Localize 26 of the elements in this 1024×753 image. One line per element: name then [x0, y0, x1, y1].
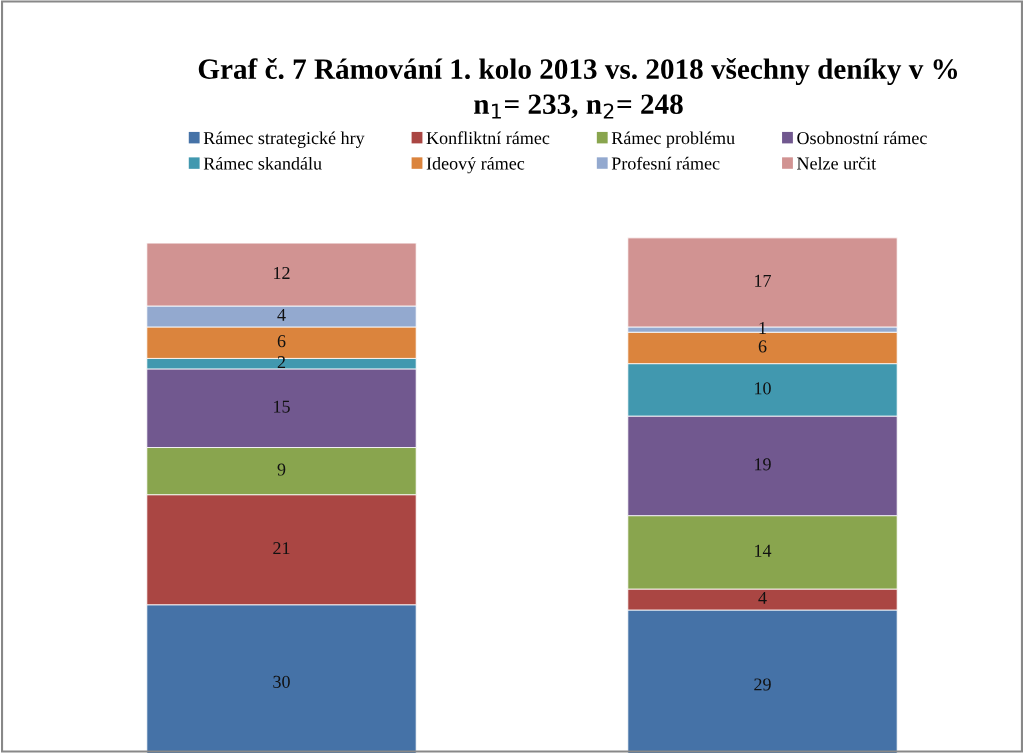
legend-label: Rámec problému	[611, 131, 735, 148]
data-label: 4	[758, 591, 767, 604]
data-label: 14	[755, 544, 772, 557]
legend-label: Osobnostní rámec	[797, 131, 927, 145]
chart-title: Graf č. 7 Rámování 1. kolo 2013 vs. 2018 všechny deníky v %	[198, 58, 958, 85]
data-label: 15	[274, 400, 290, 413]
data-label: 2	[277, 356, 286, 368]
data-label: 29	[754, 678, 771, 691]
chart-subtitle: n$_{1}$= 233, n$_{2}$= 248	[474, 94, 683, 119]
data-label: 10	[755, 382, 771, 395]
data-label: 17	[755, 274, 772, 287]
data-label: 19	[755, 458, 771, 471]
data-label: 6	[758, 340, 767, 353]
data-label: 4	[277, 308, 286, 321]
legend-label: Konfliktní rámec	[426, 131, 550, 145]
legend-label: Rámec strategické hry	[203, 131, 365, 148]
data-label: 30	[273, 675, 290, 688]
legend-label: Nelze určit	[797, 156, 877, 170]
data-label: 1	[759, 322, 766, 334]
data-label: 9	[277, 463, 286, 476]
data-label: 21	[273, 542, 290, 555]
data-label: 12	[274, 266, 290, 279]
legend-label: Ideový rámec	[426, 156, 525, 174]
legend-label: Rámec skandálu	[203, 156, 322, 170]
data-label: 6	[277, 335, 286, 348]
legend-label: Profesní rámec	[611, 156, 720, 170]
